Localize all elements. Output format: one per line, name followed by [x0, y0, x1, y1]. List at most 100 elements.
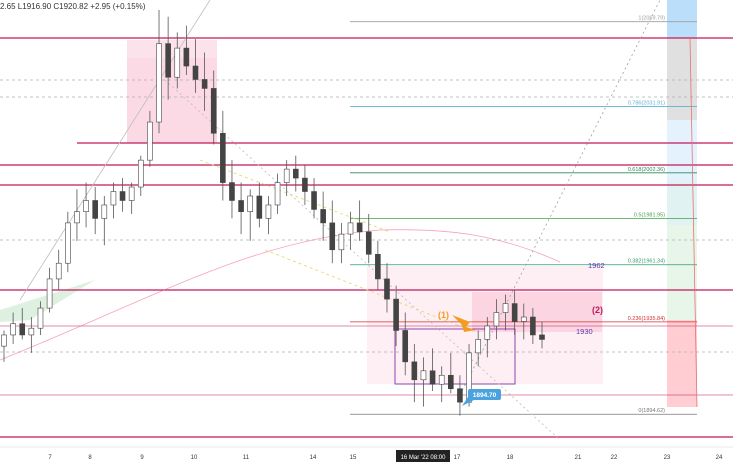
price-callout-box: [468, 389, 501, 400]
candle-body-38: [347, 222, 354, 235]
candle-0: [1, 330, 7, 362]
candle-body-29: [265, 204, 272, 219]
fib-label-2: 0.618(2002.36): [628, 167, 665, 173]
x-tick-13: 24: [716, 455, 723, 461]
x-tick-9: 18: [507, 455, 514, 461]
x-tick-6: 15: [350, 455, 357, 461]
candle-body-2: [19, 323, 26, 336]
candle-body-24: [220, 132, 226, 183]
candle-39: [356, 200, 363, 241]
candle-body-3: [28, 327, 35, 336]
candle-body-25: [229, 182, 235, 201]
x-tick-0: 7: [48, 455, 52, 461]
candle-47: [429, 348, 436, 391]
candle-46: [420, 357, 427, 407]
candle-25: [229, 160, 235, 219]
candle-35: [320, 191, 326, 241]
price-callout-label: 1894.70: [473, 392, 497, 399]
candle-body-42: [384, 278, 390, 300]
candle-58: [530, 308, 536, 344]
candle-15: [137, 155, 144, 197]
candle-body-8: [74, 211, 80, 224]
candle-body-33: [302, 177, 308, 192]
fib-label-6: 0(1894.62): [638, 408, 665, 414]
yellow-channel-2: [264, 249, 471, 331]
candle-28: [256, 182, 263, 228]
candle-53: [484, 317, 491, 358]
candle-38: [347, 211, 354, 250]
candle-body-56: [511, 303, 518, 322]
candle-55: [502, 294, 509, 331]
crosshair-time-label: 16 Mar '22 08:00: [401, 455, 447, 461]
candle-body-49: [448, 374, 454, 390]
supply-zone-top: [127, 40, 217, 58]
yellow-channel: [199, 159, 391, 233]
orange-arrow: [452, 315, 476, 332]
candle-43: [393, 285, 399, 347]
annotation-2: (1): [438, 310, 449, 320]
candle-13: [119, 178, 126, 212]
candle-36: [329, 200, 336, 264]
x-tick-5: 14: [310, 455, 317, 461]
x-tick-8: 17: [454, 455, 461, 461]
x-tick-3: 10: [191, 455, 198, 461]
candle-3: [28, 317, 35, 353]
candle-body-7: [65, 222, 71, 264]
candle-49: [448, 352, 454, 394]
candle-body-6: [55, 262, 62, 280]
candle-44: [402, 312, 409, 376]
candle-body-9: [83, 200, 89, 212]
x-tick-11: 22: [611, 455, 618, 461]
candle-body-48: [438, 374, 445, 385]
candle-body-15: [137, 159, 144, 188]
position-tool-red: [667, 320, 697, 407]
candle-body-59: [539, 334, 545, 340]
candle-50: [457, 375, 463, 416]
candle-14: [128, 182, 135, 214]
x-tick-2: 9: [140, 455, 144, 461]
candle-body-10: [92, 200, 98, 219]
candle-19: [174, 32, 181, 89]
candle-body-17: [156, 43, 162, 123]
consolidation-box: [394, 328, 516, 385]
candle-body-57: [520, 316, 527, 322]
candle-body-0: [1, 334, 7, 347]
fib-label-3: 0.5(1981.95): [634, 213, 665, 219]
candle-body-13: [119, 191, 126, 201]
candle-body-31: [283, 168, 290, 183]
ohlc-readout: 2.65 L1916.90 C1920.82 +2.95 (+0.15%): [0, 2, 146, 11]
candle-20: [183, 25, 190, 75]
candle-body-43: [393, 298, 399, 331]
candle-body-36: [329, 222, 336, 251]
candle-11: [101, 196, 108, 246]
candle-37: [338, 222, 345, 264]
candle-body-1: [10, 323, 16, 336]
position-diagonal: [689, 37, 698, 408]
candle-body-53: [484, 325, 491, 340]
position-tool-green: [667, 225, 697, 320]
candle-body-41: [375, 253, 381, 280]
candle-body-20: [183, 47, 190, 67]
candle-body-40: [365, 231, 372, 255]
candle-12: [110, 182, 117, 219]
annotation-1: 1930: [576, 327, 593, 336]
candle-5: [46, 267, 53, 313]
candle-body-5: [46, 278, 53, 309]
candle-1: [10, 312, 16, 344]
candle-body-30: [274, 182, 281, 206]
candle-52: [475, 330, 481, 367]
x-tick-10: 21: [575, 455, 582, 461]
annotation-3: (2): [592, 305, 603, 315]
position-tool-teal: [667, 180, 697, 225]
candle-body-18: [165, 43, 171, 78]
candle-33: [302, 164, 308, 205]
position-tool-grey: [667, 38, 697, 120]
candle-body-19: [174, 47, 181, 78]
candle-41: [375, 240, 381, 291]
price-callout-pointer: [462, 397, 474, 406]
fib-label-5: 0.236(1935.84): [628, 316, 665, 322]
candle-body-50: [457, 388, 463, 403]
x-tick-1: 8: [88, 455, 92, 461]
trendline-up: [19, 0, 211, 301]
